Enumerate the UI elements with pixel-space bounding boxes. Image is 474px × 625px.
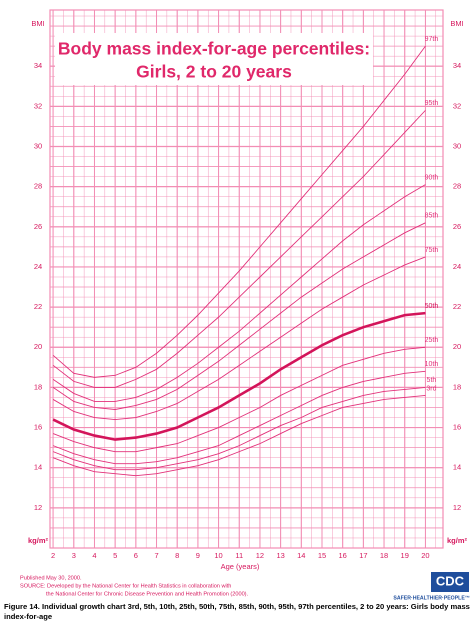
- y-tick-label-right: 20: [453, 342, 461, 351]
- x-tick-label: 14: [297, 551, 305, 560]
- x-tick-label: 18: [380, 551, 388, 560]
- curve-label: 75th: [425, 247, 439, 254]
- percentile-curve: [52, 45, 426, 378]
- percentile-curve: [52, 394, 426, 477]
- curve-label: 95th: [425, 100, 439, 107]
- x-tick-label: 17: [359, 551, 367, 560]
- x-tick-label: 19: [401, 551, 409, 560]
- percentile-curve: [52, 256, 426, 420]
- x-tick-label: 4: [92, 551, 96, 560]
- chart-title: Body mass index-for-age percentiles:: [58, 39, 370, 59]
- y-tick-label-right: 22: [453, 302, 461, 311]
- percentile-curve: [52, 184, 426, 402]
- x-tick-label: 8: [175, 551, 179, 560]
- y-tick-label-right: 12: [453, 503, 461, 512]
- y-tick-label: 26: [34, 222, 42, 231]
- x-tick-label: 16: [339, 551, 347, 560]
- caption-1: Figure 14. Individual growth chart 3rd, …: [4, 602, 470, 611]
- y-tick-label: 18: [34, 382, 42, 391]
- x-tick-label: 2: [51, 551, 55, 560]
- x-tick-label: 7: [154, 551, 158, 560]
- x-tick-label: 9: [196, 551, 200, 560]
- curve-label: 5th: [427, 377, 437, 384]
- y-tick-label-right: 16: [453, 423, 461, 432]
- source-2: the National Center for Chronic Disease …: [46, 591, 249, 597]
- percentile-curve: [52, 110, 426, 388]
- y-unit-bottom-right: kg/m²: [447, 536, 468, 545]
- x-tick-label: 20: [421, 551, 429, 560]
- x-tick-label: 10: [214, 551, 222, 560]
- curve-label: 90th: [425, 174, 439, 181]
- y-tick-label: 12: [34, 503, 42, 512]
- y-tick-label-right: 34: [453, 61, 461, 70]
- curve-label: 25th: [425, 337, 439, 344]
- percentile-curve: [52, 386, 426, 471]
- x-tick-label: 15: [318, 551, 326, 560]
- y-tick-label-right: 24: [453, 262, 461, 271]
- y-unit-bottom: kg/m²: [28, 536, 49, 545]
- caption-2: index-for-age: [4, 612, 52, 621]
- curve-label: 3rd: [426, 385, 436, 392]
- y-tick-label: 28: [34, 182, 42, 191]
- x-tick-label: 5: [113, 551, 117, 560]
- y-tick-label-right: 26: [453, 222, 461, 231]
- y-tick-label-right: 28: [453, 182, 461, 191]
- published: Published May 30, 2000.: [20, 575, 82, 581]
- y-tick-label: 30: [34, 141, 42, 150]
- y-tick-label: 32: [34, 101, 42, 110]
- x-tick-label: 13: [276, 551, 284, 560]
- percentile-curve: [52, 370, 426, 465]
- curve-label: 97th: [425, 36, 439, 43]
- x-tick-label: 6: [134, 551, 138, 560]
- logo-box: [431, 572, 469, 592]
- x-tick-label: 3: [72, 551, 76, 560]
- logo-tagline: SAFER·HEALTHIER·PEOPLE™: [393, 595, 470, 601]
- y-tick-label: 20: [34, 342, 42, 351]
- x-tick-label: 11: [235, 551, 243, 560]
- curve-label: 85th: [425, 213, 439, 220]
- title-box: [55, 33, 373, 85]
- y-tick-label-right: 32: [453, 101, 461, 110]
- percentile-curve: [52, 222, 426, 410]
- percentile-curve: [52, 346, 426, 453]
- curve-label: 10th: [425, 361, 439, 368]
- y-tick-label: 24: [34, 262, 42, 271]
- percentile-curve: [52, 311, 426, 441]
- y-tick-label: 16: [34, 423, 42, 432]
- chart-subtitle: Girls, 2 to 20 years: [136, 62, 292, 82]
- x-tick-label: 12: [256, 551, 264, 560]
- y-tick-label-right: 18: [453, 382, 461, 391]
- y-unit-top-right: BMI: [450, 19, 463, 28]
- curves: [52, 45, 426, 477]
- y-unit-top: BMI: [31, 19, 44, 28]
- y-tick-label: 34: [34, 61, 42, 70]
- y-tick-label-right: 30: [453, 141, 461, 150]
- curve-label: 50th: [425, 303, 439, 310]
- y-tick-label-right: 14: [453, 463, 461, 472]
- plot-frame: [49, 9, 444, 549]
- logo-mark: CDC: [436, 573, 465, 588]
- y-tick-label: 22: [34, 302, 42, 311]
- x-axis-label: Age (years): [221, 562, 260, 571]
- y-tick-label: 14: [34, 463, 42, 472]
- source-1: SOURCE: Developed by the National Center…: [20, 583, 231, 589]
